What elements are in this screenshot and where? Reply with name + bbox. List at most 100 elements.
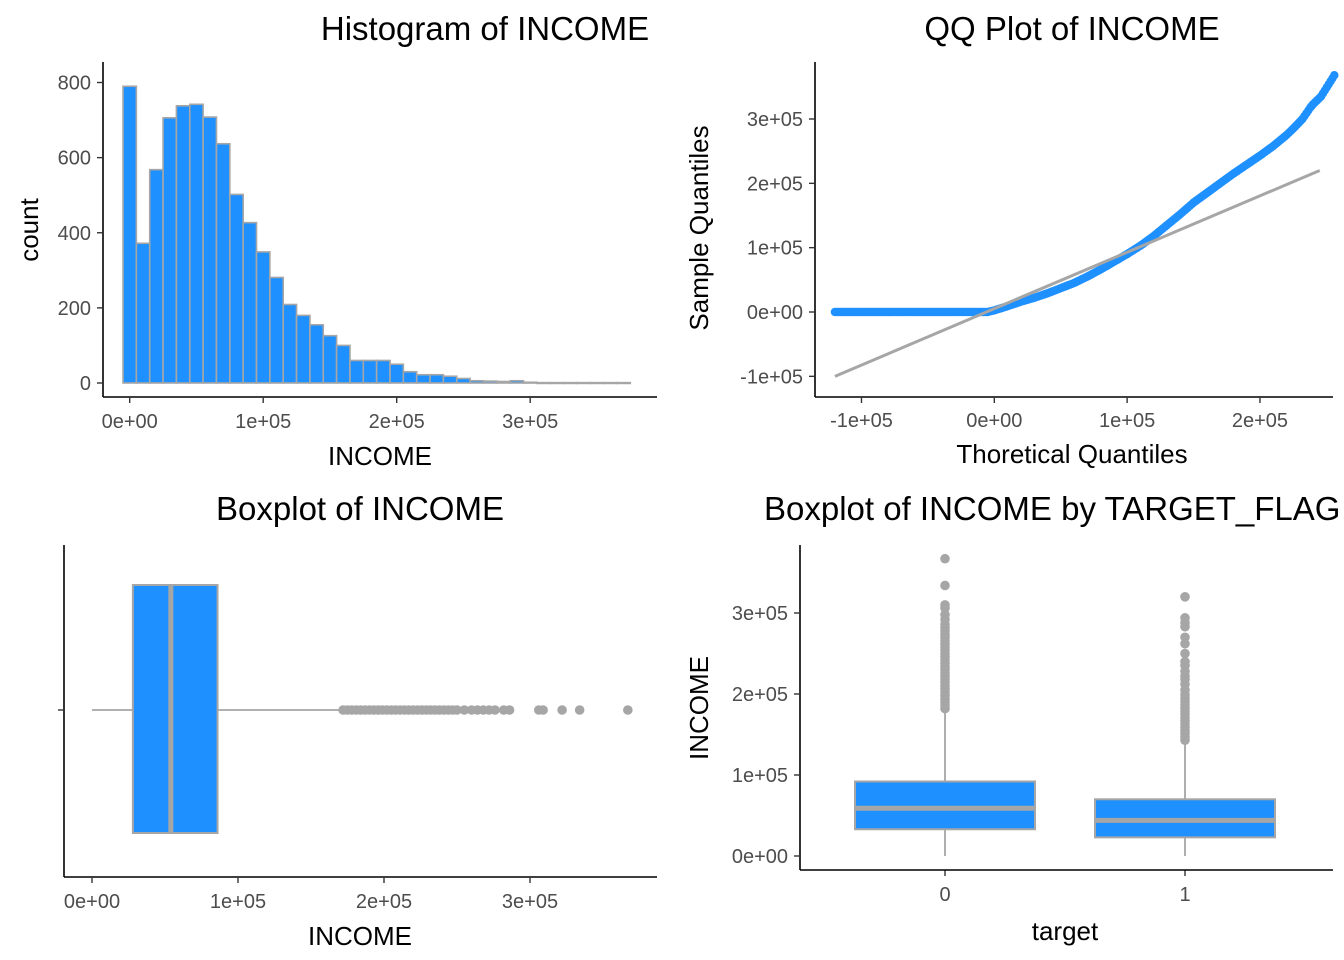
qq-y-tick-label: 0e+00 (747, 302, 803, 324)
qq-xlabel: Thoretical Quantiles (956, 439, 1187, 469)
qq-panel: QQ Plot of INCOME Sample Quantiles Thore… (684, 10, 1339, 469)
histogram-bar (242, 221, 258, 384)
histogram-y-tick-label: 600 (58, 148, 91, 170)
histogram-xlabel: INCOME (328, 441, 432, 471)
histogram-bar (442, 375, 458, 384)
qq-point (1330, 71, 1339, 80)
qq-x-tick-label: 2e+05 (1232, 410, 1288, 432)
histogram-bar (362, 359, 378, 384)
qq-y-tick-label: 2e+05 (747, 173, 803, 195)
grouped-boxplot-outlier (940, 600, 950, 610)
histogram-bar (269, 276, 285, 384)
boxplot-outlier (490, 705, 500, 715)
grouped-boxplot-x-tick-label: 0 (939, 884, 950, 906)
boxplot-marks: 0e+00 1e+05 2e+05 3e+05 (58, 545, 657, 913)
histogram-bar (562, 381, 578, 385)
grouped-boxplot-xlabel: target (1032, 916, 1099, 946)
grouped-boxplot-y-tick-label: 1e+05 (732, 765, 788, 787)
boxplot-xlabel: INCOME (308, 921, 412, 951)
boxplot-panel: Boxplot of INCOME INCOME 0e+00 1e+05 2e+05… (58, 490, 657, 951)
qq-reference-line (834, 169, 1321, 378)
grouped-boxplot-outlier (1180, 613, 1190, 623)
boxplot-outlier (538, 705, 548, 715)
qq-marks: -1e+05 0e+00 1e+05 2e+05 3e+05 -1e+05 0e+00 1e+… (740, 62, 1339, 432)
qq-y-tick-label: -1e+05 (740, 366, 803, 388)
grouped-boxplot-outlier (940, 553, 950, 564)
histogram-bar (616, 381, 632, 385)
grouped-boxplot-y-tick-label: 0e+00 (732, 846, 788, 868)
qq-y-tick-label: 3e+05 (747, 109, 803, 131)
grouped-boxplot-ylabel: INCOME (684, 656, 714, 760)
histogram-bar (349, 359, 365, 384)
qq-title: QQ Plot of INCOME (924, 10, 1219, 47)
grouped-boxplot-marks: 0 1 0e+00 1e+05 2e+05 3e+05 (732, 545, 1333, 906)
boxplot-outlier (623, 705, 633, 715)
histogram-bar (415, 373, 431, 384)
histogram-x-tick-label: 1e+05 (235, 411, 291, 433)
qq-ylabel: Sample Quantiles (684, 125, 714, 330)
histogram-bar (309, 323, 325, 384)
boxplot-x-tick-label: 3e+05 (502, 891, 558, 913)
histogram-bar (509, 379, 525, 384)
histogram-y-tick-label: 800 (58, 73, 91, 95)
histogram-bar (389, 363, 405, 384)
grouped-boxplot-panel: Boxplot of INCOME by TARGET_FLAG INCOME … (684, 490, 1340, 946)
histogram-bar (202, 116, 218, 384)
boxplot-x-tick-label: 1e+05 (210, 891, 266, 913)
histogram-bar (576, 381, 592, 385)
histogram-bar (295, 314, 311, 384)
grouped-boxplot-outlier (1180, 632, 1190, 643)
histogram-bar (322, 334, 338, 384)
histogram-ylabel: count (14, 197, 44, 261)
histogram-bar (549, 381, 565, 385)
histogram-bar (496, 380, 511, 384)
boxplot-title: Boxplot of INCOME (216, 490, 504, 527)
histogram-bar (469, 379, 485, 384)
histogram-bar (148, 168, 164, 384)
boxplot-outlier (557, 705, 567, 715)
histogram-bar (482, 380, 498, 384)
histogram-bar (162, 117, 178, 384)
histogram-bar (175, 105, 191, 384)
grouped-boxplot-x-tick-label: 1 (1179, 884, 1190, 906)
boxplot-outlier (504, 705, 515, 715)
histogram-bar (589, 381, 605, 385)
histogram-bar (135, 242, 151, 384)
qq-y-tick-label: 1e+05 (747, 238, 803, 260)
qq-x-tick-label: 0e+00 (966, 410, 1022, 432)
boxplot-outlier (574, 705, 585, 715)
histogram-title: Histogram of INCOME (321, 10, 649, 47)
grouped-boxplot-y-tick-label: 3e+05 (732, 603, 788, 625)
boxplot-outlier (459, 705, 470, 715)
histogram-bar (375, 359, 391, 384)
grouped-boxplot-outlier (1180, 656, 1190, 667)
qq-x-tick-label: -1e+05 (830, 410, 893, 432)
histogram-y-tick-label: 400 (58, 223, 91, 245)
grouped-boxplot-outlier (1180, 592, 1190, 602)
histogram-bar (429, 373, 445, 384)
histogram-bar (122, 85, 138, 384)
histogram-bar (255, 251, 271, 384)
grouped-boxplot-y-tick-label: 2e+05 (732, 684, 788, 706)
grouped-boxplot-box (854, 780, 1036, 831)
histogram-bar (282, 303, 298, 384)
histogram-x-tick-label: 3e+05 (502, 411, 558, 433)
histogram-x-tick-label: 2e+05 (369, 411, 425, 433)
histogram-x-tick-label: 0e+00 (102, 411, 158, 433)
histogram-bar (335, 344, 351, 384)
histogram-bar (229, 193, 244, 384)
histogram-bar (402, 370, 418, 384)
histogram-bar (536, 381, 552, 385)
boxplot-box (131, 584, 219, 834)
histogram-y-tick-label: 0 (80, 373, 91, 395)
histogram-bar (455, 377, 471, 384)
histogram-panel: Histogram of INCOME count INCOME 0 200 400… (14, 10, 657, 471)
grouped-boxplot-outlier (1180, 648, 1190, 659)
histogram-bar (522, 381, 538, 384)
histogram-y-tick-label: 200 (58, 298, 91, 320)
boxplot-x-tick-label: 0e+00 (64, 891, 120, 913)
histogram-bar (215, 142, 231, 384)
grouped-boxplot-title: Boxplot of INCOME by TARGET_FLAG (764, 490, 1340, 527)
grouped-boxplot-outlier (940, 580, 950, 591)
